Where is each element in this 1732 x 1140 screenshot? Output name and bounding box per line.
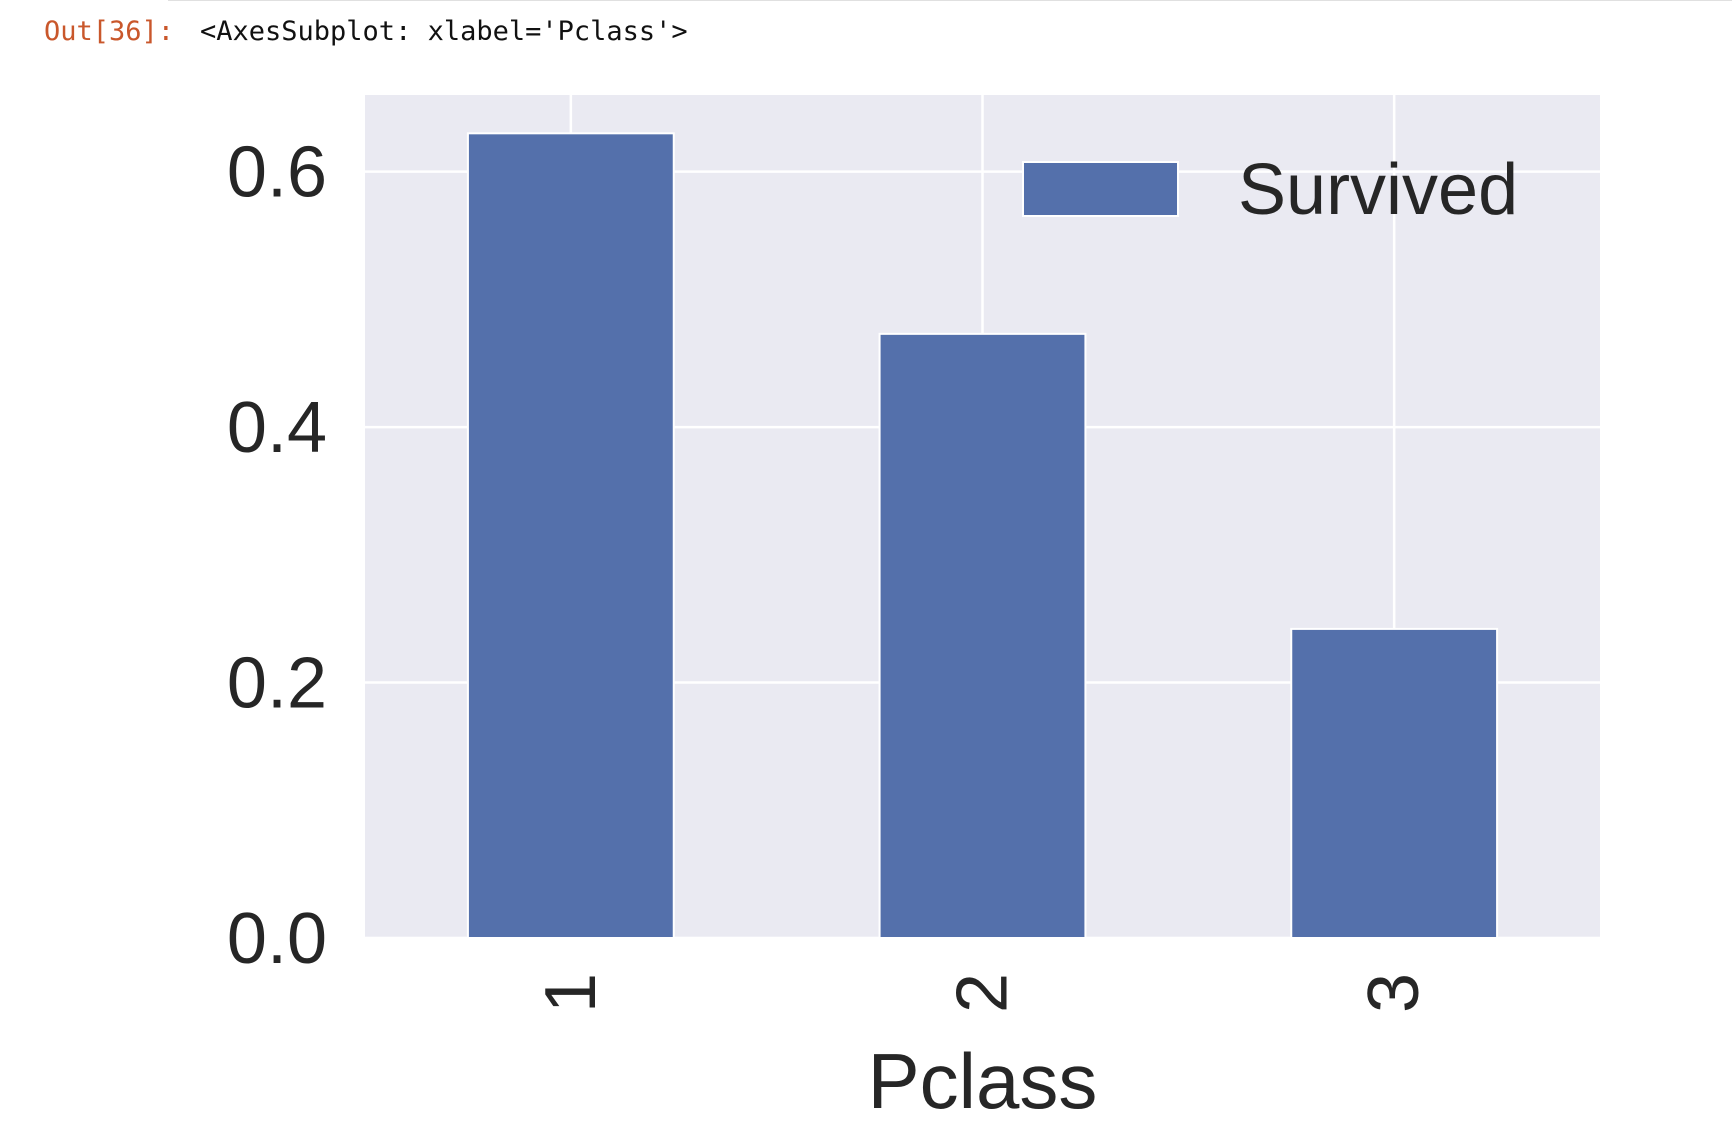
legend-swatch-survived — [1022, 161, 1179, 217]
bars — [466, 132, 1499, 940]
bar-pclass-3 — [1290, 627, 1499, 940]
legend: Survived — [1022, 150, 1518, 230]
x-tick-label: 2 — [943, 973, 1023, 1013]
chart-container: 0.0 0.2 0.4 0.6 1 2 3 Pclass Survived — [0, 70, 1732, 1135]
bar-chart: 0.0 0.2 0.4 0.6 1 2 3 Pclass Survived — [227, 95, 1600, 1125]
bar-pclass-2 — [878, 332, 1087, 940]
output-row: Out[36]: <AxesSubplot: xlabel='Pclass'> — [0, 12, 1732, 52]
x-axis-label: Pclass — [868, 1037, 1098, 1125]
y-tick-labels: 0.0 0.2 0.4 0.6 — [227, 133, 327, 979]
y-tick-label: 0.4 — [227, 388, 327, 468]
x-tick-label: 3 — [1354, 973, 1434, 1013]
y-tick-label: 0.6 — [227, 133, 327, 213]
legend-label-survived: Survived — [1238, 150, 1518, 230]
x-tick-labels: 1 2 3 — [531, 973, 1434, 1013]
y-tick-label: 0.2 — [227, 644, 327, 724]
y-tick-label: 0.0 — [227, 899, 327, 979]
x-tick-label: 1 — [531, 973, 611, 1013]
cell-top-divider — [168, 0, 1732, 1]
bar-pclass-1 — [466, 132, 675, 940]
output-prompt: Out[36]: — [44, 16, 175, 47]
output-repr: <AxesSubplot: xlabel='Pclass'> — [200, 16, 688, 47]
